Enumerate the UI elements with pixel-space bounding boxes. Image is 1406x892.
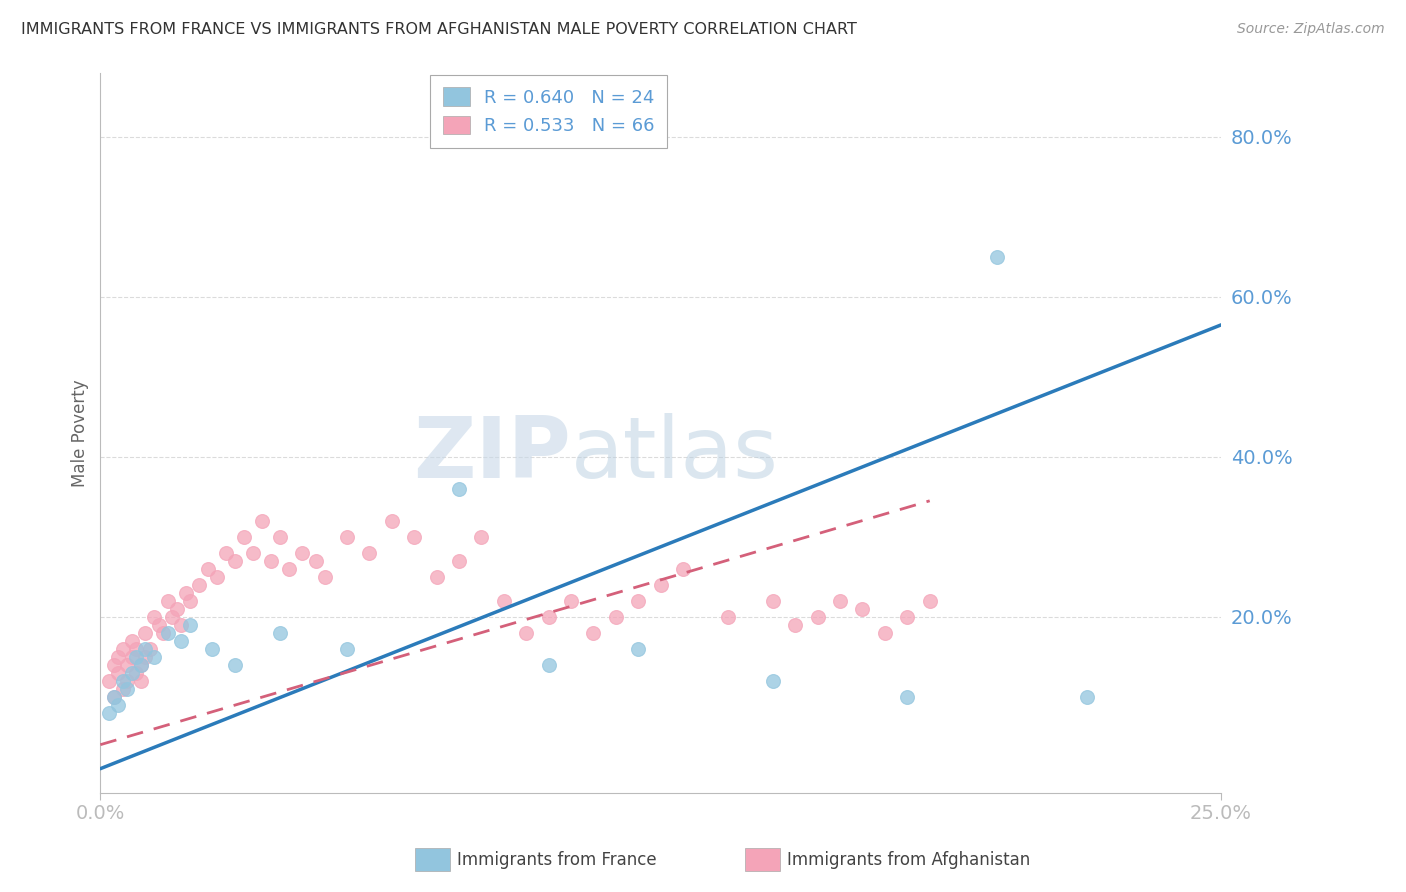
Point [125,649,148,664]
Point [873,625,896,640]
Point [107,665,129,680]
Point [304,554,326,568]
Point [103,690,125,704]
Point [111,641,134,656]
Point [232,530,254,544]
Point [918,593,941,607]
Point [336,530,359,544]
Point [1076,690,1098,704]
Text: Immigrants from France: Immigrants from France [457,851,657,869]
Point [269,625,291,640]
Point [515,625,537,640]
Point [828,593,851,607]
Point [447,554,470,568]
Point [336,641,359,656]
Point [121,649,143,664]
Point [269,530,291,544]
Point [381,514,404,528]
Point [129,657,152,672]
Point [125,641,148,656]
Text: atlas: atlas [571,413,779,496]
Point [426,570,449,584]
Point [148,617,170,632]
Text: Source: ZipAtlas.com: Source: ZipAtlas.com [1237,22,1385,37]
Point [447,482,470,496]
Text: Immigrants from Afghanistan: Immigrants from Afghanistan [787,851,1031,869]
Point [170,633,193,648]
Point [111,681,134,696]
Point [125,665,148,680]
Point [807,609,830,624]
Legend: R = 0.640   N = 24, R = 0.533   N = 66: R = 0.640 N = 24, R = 0.533 N = 66 [430,75,668,148]
Point [107,649,129,664]
Point [359,546,381,560]
Point [179,593,201,607]
Point [250,514,273,528]
Point [851,601,873,615]
Point [160,609,183,624]
Point [117,657,139,672]
Point [111,673,134,688]
Point [582,625,605,640]
Point [121,633,143,648]
Point [537,657,560,672]
Point [117,673,139,688]
Point [201,641,224,656]
Point [129,673,152,688]
Point [215,546,238,560]
Point [152,625,174,640]
Point [117,681,139,696]
Point [762,673,785,688]
Point [134,641,156,656]
Point [98,673,121,688]
Text: ZIP: ZIP [413,413,571,496]
Point [560,593,582,607]
Point [188,578,211,592]
Point [121,665,143,680]
Point [492,593,515,607]
Y-axis label: Male Poverty: Male Poverty [72,379,89,487]
Point [138,641,160,656]
Point [242,546,264,560]
Point [129,657,152,672]
Point [156,625,179,640]
Point [170,617,193,632]
Point [470,530,492,544]
Point [404,530,426,544]
Point [134,649,156,664]
Point [103,657,125,672]
Point [896,609,918,624]
Text: IMMIGRANTS FROM FRANCE VS IMMIGRANTS FROM AFGHANISTAN MALE POVERTY CORRELATION C: IMMIGRANTS FROM FRANCE VS IMMIGRANTS FRO… [21,22,858,37]
Point [650,578,672,592]
Point [717,609,740,624]
Point [260,554,283,568]
Point [197,562,219,576]
Point [143,609,166,624]
Point [762,593,785,607]
Point [314,570,336,584]
Point [627,641,650,656]
Point [224,554,246,568]
Point [156,593,179,607]
Point [205,570,228,584]
Point [166,601,188,615]
Point [174,586,197,600]
Point [986,250,1008,264]
Point [896,690,918,704]
Point [179,617,201,632]
Point [785,617,807,632]
Point [627,593,650,607]
Point [224,657,246,672]
Point [605,609,627,624]
Point [98,706,121,720]
Point [277,562,299,576]
Point [107,698,129,712]
Point [134,625,156,640]
Point [537,609,560,624]
Point [672,562,695,576]
Point [143,649,166,664]
Point [103,690,125,704]
Point [291,546,314,560]
